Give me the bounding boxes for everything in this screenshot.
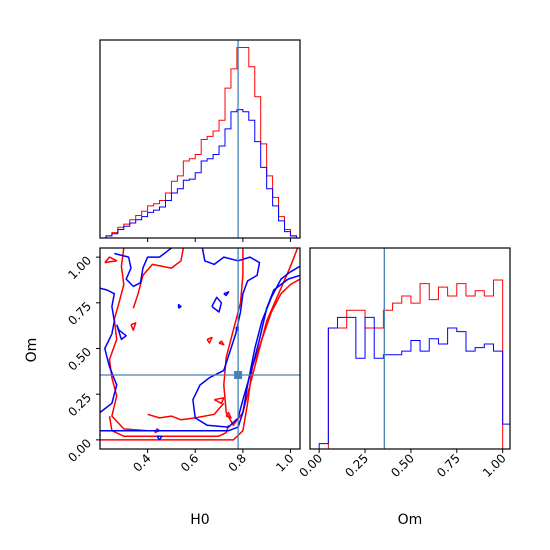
- contour-series-0-line-10: [218, 340, 225, 346]
- contour-ytick-label: 0.75: [65, 299, 94, 328]
- contour-ytick-label: 1.00: [65, 253, 94, 282]
- y-axis-label-om: Om: [24, 338, 40, 363]
- histogram-h0-series-1: [105, 109, 297, 238]
- contour-xtick-label: 0.6: [178, 451, 201, 474]
- contour-series-1-line-3: [192, 248, 300, 428]
- axis-labels: H0 Om Om: [24, 338, 422, 528]
- contour-ytick-label: 0.00: [65, 436, 94, 465]
- histogram-om-xtick-label: 0.25: [342, 451, 371, 480]
- contour-series-1-line-6: [211, 296, 223, 313]
- contour-frame: [99, 247, 301, 450]
- contour-xtick-label: 1.0: [273, 451, 296, 474]
- histogram-om-series-0: [319, 279, 510, 449]
- histogram-h0-panel: [99, 39, 301, 242]
- x-axis-label-om: Om: [398, 512, 423, 528]
- contour-series-0-line-4: [132, 248, 185, 309]
- contour-series-1-line-0: [100, 265, 300, 432]
- contour-ytick-label: 0.50: [65, 345, 94, 374]
- histogram-om-xtick-label: 0.00: [297, 451, 326, 480]
- contour-series-1-line-9: [177, 303, 182, 309]
- histogram-om-series-1: [318, 316, 510, 449]
- histogram-om-xtick-label: 0.50: [388, 451, 417, 480]
- contour-series-1-line-2: [114, 248, 172, 288]
- contour-series-0-line-13: [206, 336, 213, 344]
- contour-h0-om-panel: 0.4 0.6 0.8 1.0 0.00 0.25 0.50 0.75 1.00: [65, 247, 301, 475]
- histogram-om-panel: 0.00 0.25 0.50 0.75 1.00: [297, 247, 511, 480]
- contour-ytick-label: 0.25: [65, 390, 94, 419]
- contour-series-0-line-12: [225, 411, 232, 419]
- contour-series-0-line-6: [147, 402, 225, 421]
- truth-marker: [234, 370, 243, 379]
- contour-series-0-line-11: [213, 397, 225, 405]
- histogram-h0-series-0: [105, 46, 297, 238]
- contour-series-1-line-7: [223, 291, 230, 297]
- contour-series-0-line-2: [108, 248, 148, 432]
- contour-xtick-label: 0.4: [130, 451, 153, 474]
- contour-series-0-line-7: [104, 256, 118, 264]
- contour-xtick-label: 0.8: [226, 451, 249, 474]
- contour-series-1-line-5: [115, 324, 127, 341]
- histogram-om-xtick-label: 0.75: [434, 451, 463, 480]
- contour-series-1-line-4: [156, 435, 163, 441]
- histogram-h0-frame: [99, 39, 301, 239]
- x-axis-label-h0: H0: [190, 512, 209, 528]
- contour-series-1-line-1: [100, 287, 118, 414]
- contour-series-0-line-0: [100, 278, 300, 441]
- contour-series-0-line-8: [130, 322, 137, 331]
- histogram-om-frame: [309, 247, 511, 450]
- histogram-om-xtick-label: 1.00: [480, 451, 509, 480]
